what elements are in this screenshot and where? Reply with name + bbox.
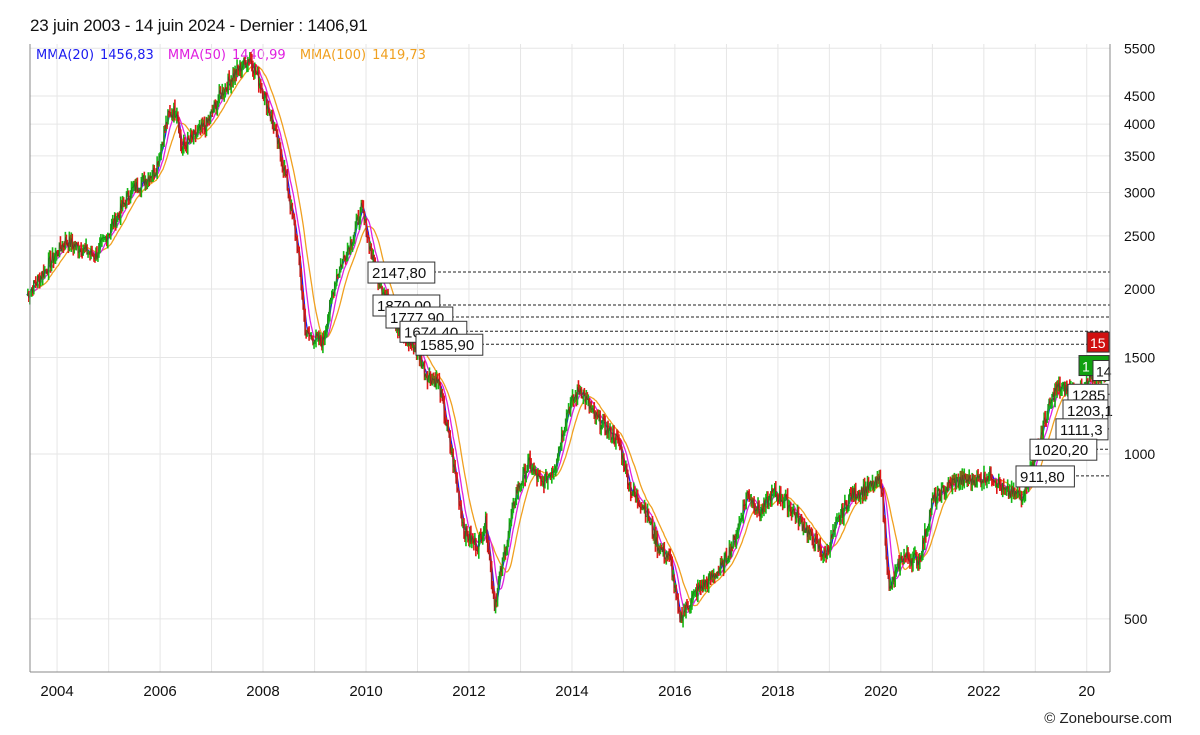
price-series xyxy=(26,57,1108,623)
badge-label: 1 xyxy=(1082,359,1090,375)
copyright: © Zonebourse.com xyxy=(1044,710,1172,727)
badge-box xyxy=(1092,360,1110,382)
level-label: 911,80 xyxy=(1020,469,1065,486)
level-label-box xyxy=(1015,465,1075,488)
badge-label: 15 xyxy=(1090,335,1106,351)
legend-mma20-label: MMA(20) xyxy=(36,48,95,63)
x-tick-label: 2020 xyxy=(864,683,897,700)
badge-label: 14 xyxy=(1096,364,1112,380)
level-label: 2147,80 xyxy=(372,265,426,282)
x-tick-label: 2022 xyxy=(967,683,1000,700)
x-tick-label: 2010 xyxy=(349,683,382,700)
legend-mma20-value: 1456,83 xyxy=(100,48,154,63)
badge-box xyxy=(1086,331,1110,353)
grid xyxy=(30,44,1110,672)
y-tick-label: 2000 xyxy=(1124,281,1155,297)
y-tick-label: 2500 xyxy=(1124,228,1155,244)
x-tick-label: 2014 xyxy=(555,683,588,700)
series-line-mma50 xyxy=(26,61,1108,613)
axes: 500 1000 1500 2000 2500 3000 3500 4000 4500 5500 2… xyxy=(29,40,1155,700)
level-label: 1111,3 xyxy=(1060,422,1103,439)
y-tick-label: 500 xyxy=(1124,611,1148,627)
level-label-box xyxy=(367,261,436,284)
y-tick-label: 3000 xyxy=(1124,185,1155,201)
x-tick-label: 2006 xyxy=(143,683,176,700)
level-label: 1203,1 xyxy=(1067,403,1113,420)
level-label-box xyxy=(415,333,484,356)
chart-title: 23 juin 2003 - 14 juin 2024 - Dernier : … xyxy=(30,16,368,35)
x-tick-label: 2016 xyxy=(658,683,691,700)
level-label: 1585,90 xyxy=(420,337,474,354)
x-tick-label: 2018 xyxy=(761,683,794,700)
y-tick-label: 4000 xyxy=(1124,116,1155,132)
x-tick-label: 20 xyxy=(1078,683,1095,700)
moving-averages xyxy=(26,58,1108,619)
series-line-price xyxy=(26,57,1108,623)
series-line-mma20 xyxy=(26,58,1108,619)
y-tick-label: 1500 xyxy=(1124,349,1155,365)
chart-legend: MMA(20) 1456,83 MMA(50) 1440,99 MMA(100) 14… xyxy=(36,45,442,67)
x-tick-label: 2004 xyxy=(40,683,73,700)
level-label-box xyxy=(1029,438,1098,461)
level-label: 1020,20 xyxy=(1034,442,1088,459)
y-tick-label: 5500 xyxy=(1124,40,1155,56)
series-line-mma100 xyxy=(26,64,1108,607)
legend-mma100-value: 1419,73 xyxy=(372,48,426,63)
y-tick-label: 3500 xyxy=(1124,148,1155,164)
price-levels: 2147,801870,001777,901674,401585,9012851… xyxy=(367,261,1113,488)
x-tick-label: 2008 xyxy=(246,683,279,700)
legend-mma100-label: MMA(100) xyxy=(299,48,367,63)
y-tick-label: 4500 xyxy=(1124,88,1155,104)
y-tick-label: 1000 xyxy=(1124,446,1155,462)
x-tick-label: 2012 xyxy=(452,683,485,700)
